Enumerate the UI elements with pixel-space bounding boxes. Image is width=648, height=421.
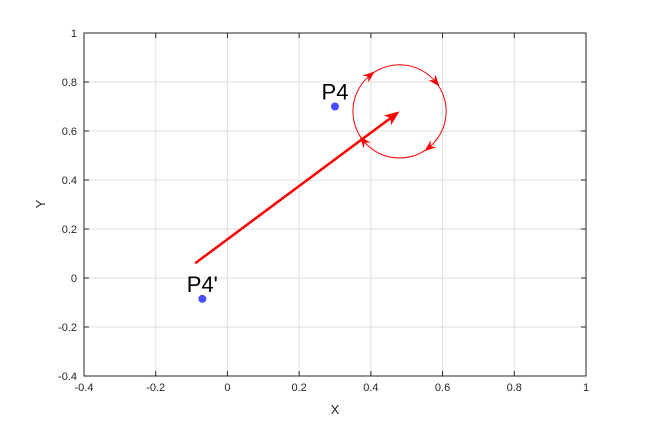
x-tick-label: 1 <box>583 382 589 394</box>
x-tick-label: -0.2 <box>146 382 165 394</box>
x-tick-label: 0.2 <box>291 382 306 394</box>
data-point <box>331 102 339 111</box>
rotation-arrowhead <box>424 140 437 152</box>
y-tick-label: 0.8 <box>62 77 77 89</box>
rotation-arrowhead <box>428 74 440 87</box>
rotation-path <box>352 64 447 159</box>
data-point <box>198 294 207 303</box>
y-tick-labels: -0.4 -0.2 0 0.2 0.4 0.6 0.8 1 <box>58 28 77 383</box>
plot-frame <box>83 32 587 377</box>
y-tick-label: 0.2 <box>62 224 77 236</box>
point-label: P4' <box>187 272 218 297</box>
x-tick-labels: -0.4 -0.2 0 0.2 0.4 0.6 0.8 1 <box>75 382 590 394</box>
ticks <box>83 32 587 377</box>
translation-arrow <box>194 111 400 265</box>
x-tick-label: 0.8 <box>507 382 522 394</box>
y-tick-label: -0.2 <box>58 322 77 334</box>
x-tick-label: -0.4 <box>75 382 94 394</box>
x-tick-label: 0.6 <box>435 382 450 394</box>
plot-area <box>84 33 586 376</box>
y-tick-label: -0.4 <box>58 371 77 383</box>
arrow-shaft <box>194 114 395 265</box>
x-tick-label: 0.4 <box>363 382 378 394</box>
x-axis-label: X <box>331 402 340 417</box>
points: P4 P4' <box>187 80 349 303</box>
y-tick-label: 0.6 <box>62 126 77 138</box>
y-tick-label: 1 <box>71 28 77 40</box>
point-label: P4 <box>322 80 349 105</box>
arrow-head <box>383 111 400 126</box>
y-axis-label: Y <box>33 199 48 208</box>
rotation-arrowhead <box>362 71 375 83</box>
y-tick-label: 0.4 <box>62 175 77 187</box>
y-tick-label: 0 <box>71 273 77 285</box>
x-tick-label: 0 <box>224 382 230 394</box>
